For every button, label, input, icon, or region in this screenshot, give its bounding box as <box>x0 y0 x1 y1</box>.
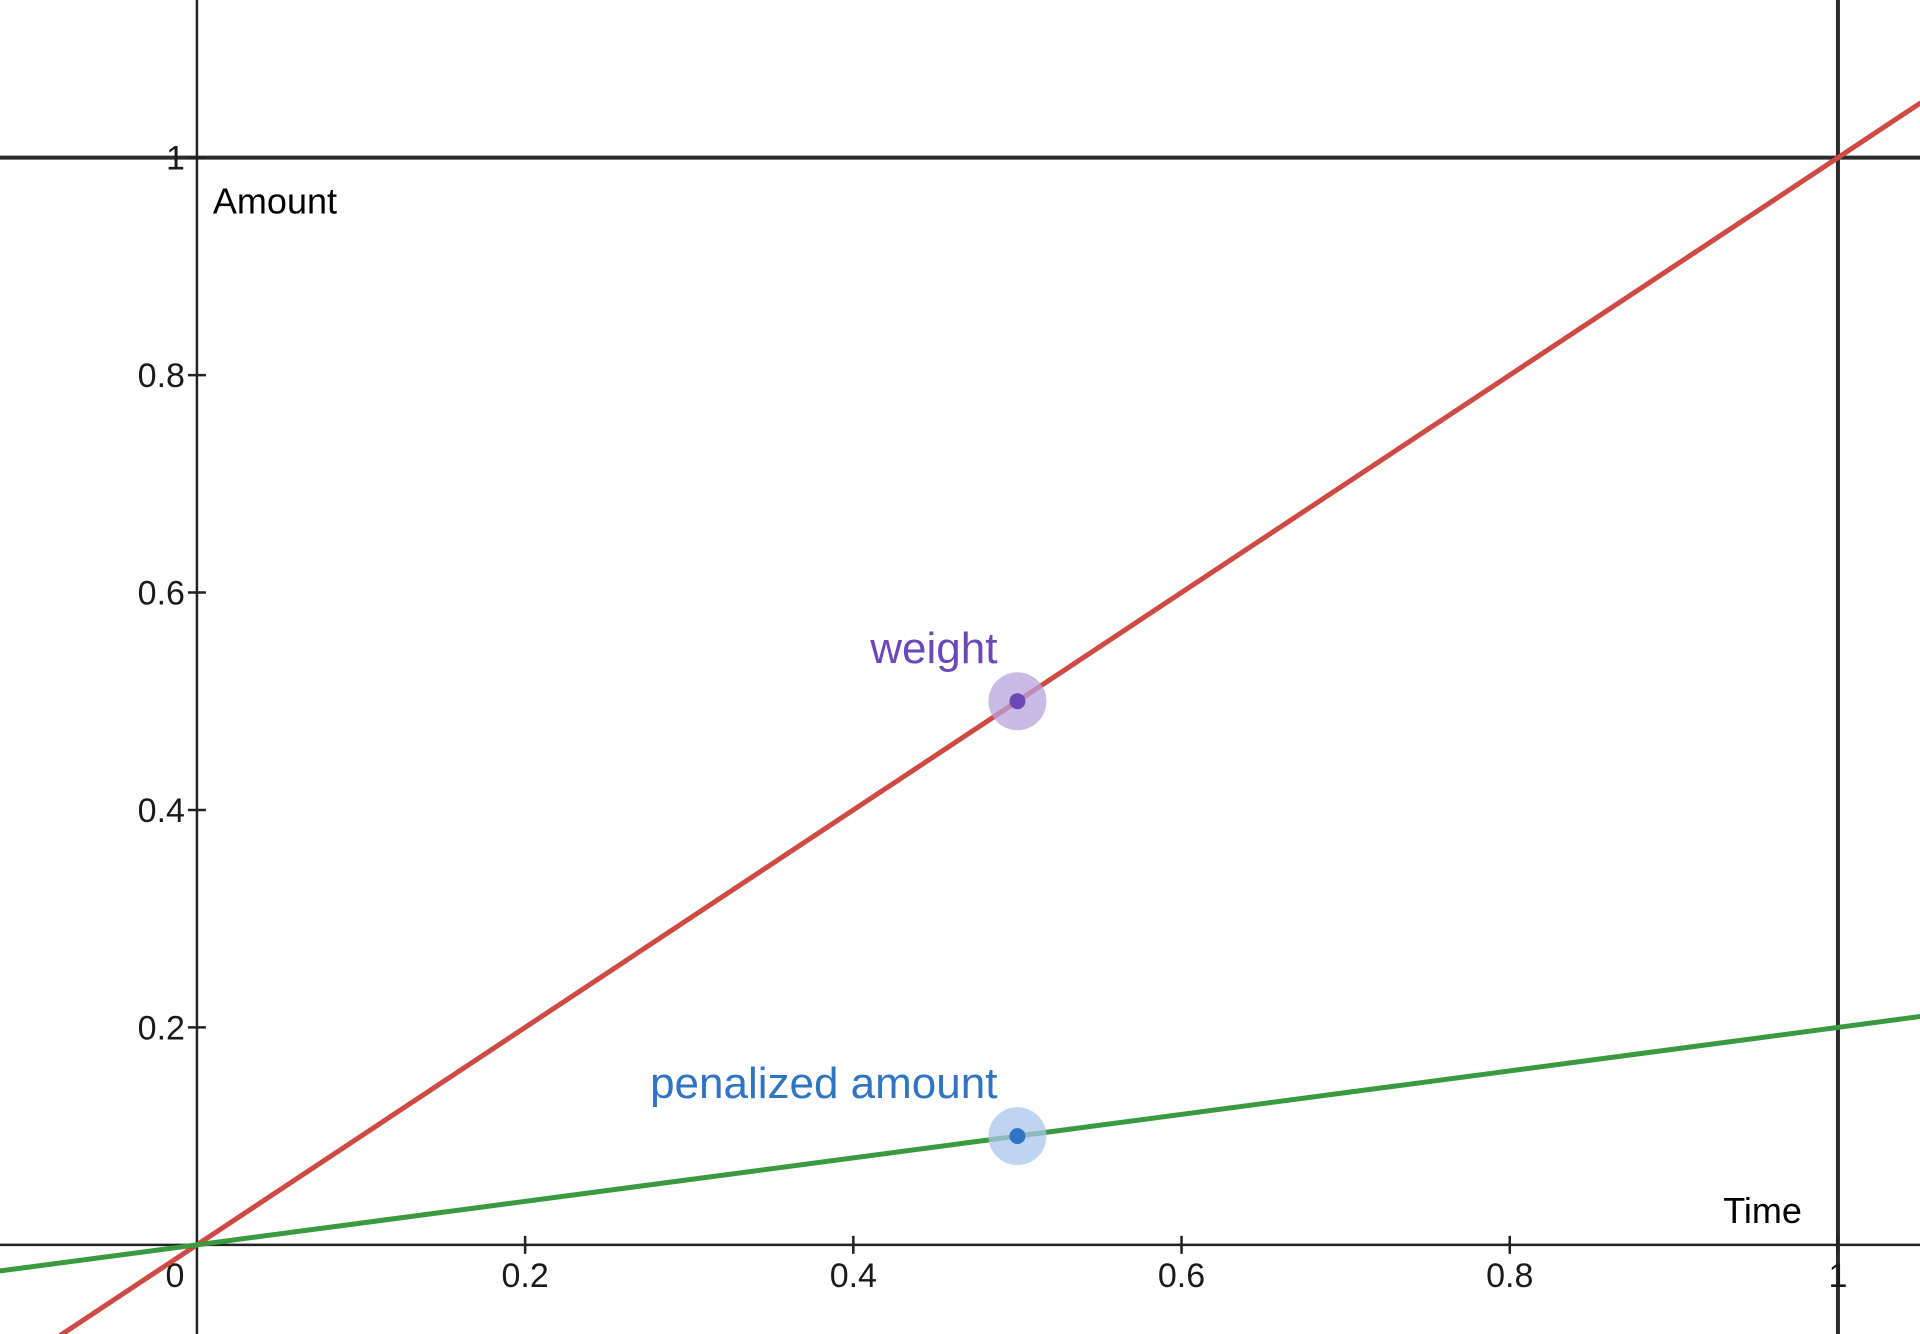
x-tick-label: 0.2 <box>501 1257 548 1295</box>
points: weight penalized amount <box>650 624 1047 1166</box>
y-tick-label: 0.2 <box>138 1009 185 1047</box>
x-axis-label: Time <box>1723 1190 1802 1231</box>
ticks: 0 0.2 0.4 0.6 0.8 1 0.2 0.4 0.6 0.8 1 <box>138 140 1848 1295</box>
point-label: weight <box>869 624 997 673</box>
series-lines <box>0 100 1920 1334</box>
x-tick-label: 0.4 <box>830 1257 877 1295</box>
x-tick-label: 1 <box>1828 1257 1847 1295</box>
data-point <box>1009 693 1026 710</box>
x-tick-label: 0.8 <box>1486 1257 1533 1295</box>
series-line-1 <box>57 100 1920 1334</box>
point-label: penalized amount <box>650 1059 997 1108</box>
y-tick-label: 1 <box>166 140 185 178</box>
y-tick-label: 0.6 <box>138 575 185 613</box>
y-axis-label: Amount <box>213 181 337 222</box>
y-tick-label: 0.4 <box>138 792 185 830</box>
labels: Time Amount <box>213 181 1802 1231</box>
x-tick-label: 0 <box>165 1257 184 1295</box>
data-point <box>1009 1128 1026 1145</box>
series-line-2 <box>0 1014 1920 1274</box>
y-tick-label: 0.8 <box>138 357 185 395</box>
x-tick-label: 0.6 <box>1158 1257 1205 1295</box>
